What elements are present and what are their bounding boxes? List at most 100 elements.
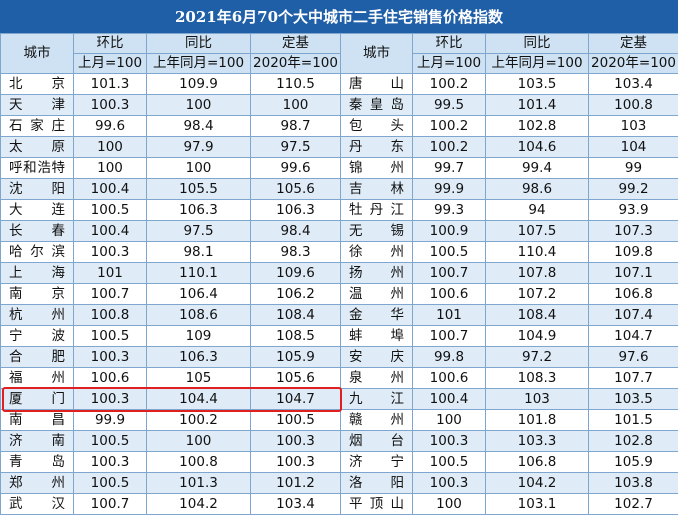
city-cell: 洛 阳: [340, 472, 413, 494]
table-row: 济 南 100.5 100 100.3 烟 台 100.3 103.3 102.8: [0, 430, 678, 452]
value-cell: 106.3: [146, 346, 251, 368]
value-cell: 103.8: [588, 472, 678, 494]
header-yoy-right: 同比: [485, 33, 589, 54]
value-cell: 104.4: [146, 388, 251, 410]
value-cell: 100.5: [73, 199, 147, 221]
value-cell: 104: [588, 136, 678, 158]
value-cell: 99.2: [588, 178, 678, 200]
header-yoy-sub-right: 上年同月=100: [485, 53, 589, 74]
value-cell: 99.9: [73, 409, 147, 431]
value-cell: 106.3: [146, 199, 251, 221]
value-cell: 100.5: [250, 409, 341, 431]
value-cell: 104.7: [250, 388, 341, 410]
city-cell: 包 头: [340, 115, 413, 137]
header-yoy-sub-left: 上年同月=100: [146, 53, 251, 74]
header-fixed-sub-left: 2020年=100: [250, 53, 341, 74]
table-row: 北 京 101.3 109.9 110.5 唐 山 100.2 103.5 103.4: [0, 73, 678, 95]
value-cell: 99: [588, 157, 678, 179]
header-mom-left: 环比: [73, 33, 147, 54]
city-cell: 南 昌: [0, 409, 74, 431]
value-cell: 98.1: [146, 241, 251, 263]
value-cell: 100.5: [73, 430, 147, 452]
city-cell: 石家庄: [0, 115, 74, 137]
city-cell: 泉 州: [340, 367, 413, 389]
value-cell: 97.5: [250, 136, 341, 158]
city-cell: 北 京: [0, 73, 74, 95]
value-cell: 100.3: [73, 388, 147, 410]
value-cell: 98.6: [485, 178, 589, 200]
city-cell: 牡丹江: [340, 199, 413, 221]
value-cell: 108.3: [485, 367, 589, 389]
value-cell: 100: [73, 157, 147, 179]
header-fixed-right: 定基: [588, 33, 678, 54]
value-cell: 99.3: [412, 199, 486, 221]
value-cell: 100: [73, 136, 147, 158]
city-cell: 金 华: [340, 304, 413, 326]
city-cell: 上 海: [0, 262, 74, 284]
city-cell: 秦皇岛: [340, 94, 413, 116]
value-cell: 100.2: [412, 115, 486, 137]
value-cell: 100: [146, 94, 251, 116]
value-cell: 100.7: [73, 493, 147, 515]
value-cell: 100: [412, 409, 486, 431]
value-cell: 99.9: [412, 178, 486, 200]
value-cell: 100.5: [73, 472, 147, 494]
city-cell: 福 州: [0, 367, 74, 389]
value-cell: 101.8: [485, 409, 589, 431]
value-cell: 99.8: [412, 346, 486, 368]
city-cell: 太 原: [0, 136, 74, 158]
city-cell: 无 锡: [340, 220, 413, 242]
value-cell: 100.4: [73, 178, 147, 200]
city-cell: 丹 东: [340, 136, 413, 158]
table-row: 合 肥 100.3 106.3 105.9 安 庆 99.8 97.2 97.6: [0, 346, 678, 368]
value-cell: 99.5: [412, 94, 486, 116]
value-cell: 99.6: [250, 157, 341, 179]
value-cell: 109: [146, 325, 251, 347]
table-row: 杭 州 100.8 108.6 108.4 金 华 101 108.4 107.4: [0, 304, 678, 326]
table-row: 上 海 101 110.1 109.6 扬 州 100.7 107.8 107.1: [0, 262, 678, 284]
value-cell: 107.2: [485, 283, 589, 305]
city-cell: 蚌 埠: [340, 325, 413, 347]
value-cell: 108.4: [250, 304, 341, 326]
city-cell: 呼和浩特: [0, 157, 74, 179]
price-index-table: 城市 环比 同比 定基 城市 环比 同比 定基 上月=100 上年同月=100 …: [0, 33, 678, 515]
table-row: 南 昌 99.9 100.2 100.5 赣 州 100 101.8 101.5: [0, 409, 678, 431]
value-cell: 103.3: [485, 430, 589, 452]
city-cell: 沈 阳: [0, 178, 74, 200]
city-cell: 哈尔滨: [0, 241, 74, 263]
value-cell: 94: [485, 199, 589, 221]
value-cell: 101.2: [250, 472, 341, 494]
city-cell: 平顶山: [340, 493, 413, 515]
table-row: 青 岛 100.3 100.8 100.3 济 宁 100.5 106.8 105.9: [0, 451, 678, 473]
value-cell: 100.8: [73, 304, 147, 326]
value-cell: 101.3: [146, 472, 251, 494]
value-cell: 100.9: [412, 220, 486, 242]
city-cell: 济 南: [0, 430, 74, 452]
value-cell: 100.3: [412, 472, 486, 494]
value-cell: 99.4: [485, 157, 589, 179]
value-cell: 100.2: [146, 409, 251, 431]
value-cell: 104.7: [588, 325, 678, 347]
header-yoy-left: 同比: [146, 33, 251, 54]
value-cell: 101.3: [73, 73, 147, 95]
value-cell: 105.6: [250, 367, 341, 389]
city-cell: 安 庆: [340, 346, 413, 368]
value-cell: 103: [588, 115, 678, 137]
value-cell: 103: [485, 388, 589, 410]
city-cell: 烟 台: [340, 430, 413, 452]
value-cell: 97.2: [485, 346, 589, 368]
table-row: 武 汉 100.7 104.2 103.4 平顶山 100 103.1 102.7: [0, 493, 678, 515]
city-cell: 吉 林: [340, 178, 413, 200]
value-cell: 106.4: [146, 283, 251, 305]
value-cell: 108.5: [250, 325, 341, 347]
table-row: 呼和浩特 100 100 99.6 锦 州 99.7 99.4 99: [0, 157, 678, 179]
table-row: 厦 门 100.3 104.4 104.7 九 江 100.4 103 103.5: [0, 388, 678, 410]
value-cell: 105.6: [250, 178, 341, 200]
table-row: 福 州 100.6 105 105.6 泉 州 100.6 108.3 107.7: [0, 367, 678, 389]
value-cell: 98.4: [146, 115, 251, 137]
header-city-right: 城市: [340, 33, 413, 74]
value-cell: 107.3: [588, 220, 678, 242]
value-cell: 100: [146, 157, 251, 179]
value-cell: 102.8: [588, 430, 678, 452]
value-cell: 99.7: [412, 157, 486, 179]
